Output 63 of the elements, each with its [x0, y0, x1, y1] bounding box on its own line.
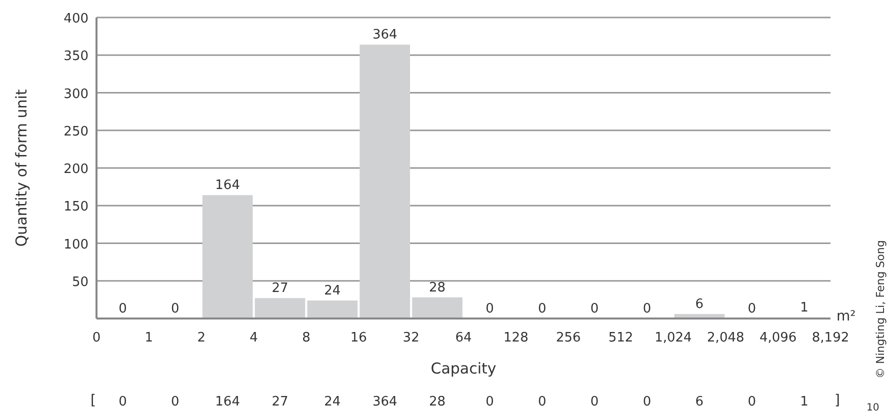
y-tick-label: 350: [64, 49, 89, 64]
annotation: 0: [171, 302, 180, 316]
data-label: 28: [429, 394, 446, 410]
y-tick-label: 300: [64, 86, 89, 102]
text: m²: [836, 308, 856, 324]
text: 1: [144, 330, 154, 346]
text: 1,024: [654, 330, 692, 346]
text: 0: [92, 330, 101, 346]
annotation: 0: [118, 302, 127, 316]
annotation: 6: [695, 296, 704, 312]
text: 4: [250, 330, 258, 346]
text: 2,048: [707, 330, 744, 346]
annotation: 0: [538, 302, 546, 316]
bar: [254, 298, 306, 318]
y-tick-label: 150: [64, 200, 89, 215]
data-label: 164: [215, 394, 240, 410]
bar: [202, 195, 253, 318]
annotation: 0: [748, 302, 756, 316]
text: 8: [302, 330, 310, 346]
data-label: 0: [590, 394, 599, 410]
text: 10: [866, 402, 880, 412]
data-label: 0: [642, 394, 652, 410]
y-tick-label: 400: [64, 12, 89, 26]
text: 512: [608, 330, 634, 346]
annotation: 0: [642, 302, 652, 316]
bar: [307, 300, 358, 318]
text: 256: [556, 330, 581, 346]
text: [: [90, 392, 96, 408]
text: 4,096: [759, 330, 797, 346]
data-label: 0: [171, 394, 180, 410]
text: 64: [455, 330, 472, 346]
annotation: 364: [372, 28, 398, 43]
data-label: 364: [372, 394, 398, 410]
annotation: 0: [590, 302, 599, 316]
text: 128: [504, 330, 528, 346]
data-label: 1: [800, 394, 808, 410]
y-tick-label: 200: [64, 162, 89, 177]
text: 2: [197, 330, 206, 346]
bar: [360, 44, 410, 318]
data-label: 0: [538, 394, 546, 410]
annotation: 1: [800, 300, 808, 316]
y-tick-label: 250: [64, 124, 89, 140]
data-label: 24: [324, 394, 341, 410]
text: © Ningting Li, Feng Song: [874, 240, 887, 378]
text: 16: [350, 330, 367, 346]
text: 32: [402, 330, 420, 346]
data-label: 27: [272, 394, 288, 410]
y-tick-label: 100: [64, 237, 89, 252]
annotation: 28: [429, 280, 446, 296]
annotation: 24: [324, 283, 341, 298]
y-axis-title: Quantity of form unit: [12, 89, 30, 247]
bar: [412, 297, 462, 318]
data-label: 0: [486, 394, 494, 410]
x-axis-title: Capacity: [430, 360, 496, 378]
annotation: 164: [215, 178, 240, 194]
text: ]: [834, 392, 840, 408]
data-label: 6: [695, 394, 704, 410]
annotation: 27: [272, 281, 288, 296]
y-tick-label: 50: [72, 274, 89, 290]
annotation: 0: [486, 302, 494, 316]
data-label: 0: [118, 394, 127, 410]
data-label: 0: [748, 394, 756, 410]
text: 8,192: [812, 330, 850, 346]
